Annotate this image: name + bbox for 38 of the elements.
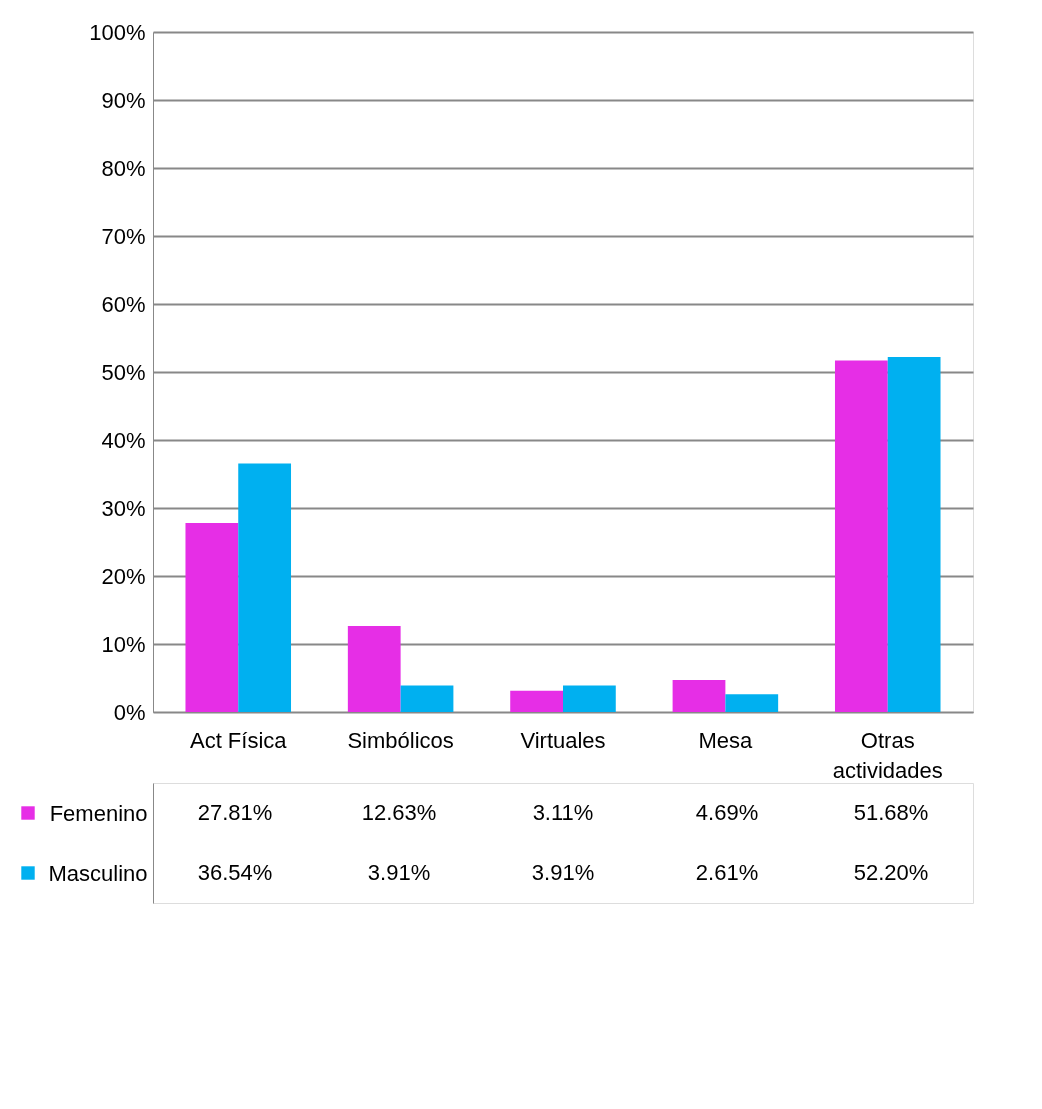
x-tick-label: Virtuales bbox=[520, 727, 606, 753]
data-label: 2.61% bbox=[695, 860, 759, 885]
y-tick-label: 30% bbox=[101, 495, 146, 521]
x-tick-label: Mesa bbox=[698, 727, 754, 753]
bar bbox=[347, 626, 401, 712]
y-tick-label: 60% bbox=[101, 291, 146, 317]
x-tick-label: Simbólicos bbox=[347, 727, 454, 753]
y-tick-label: 0% bbox=[113, 699, 146, 725]
x-tick-label: Act Física bbox=[189, 727, 288, 753]
y-tick-label: 20% bbox=[101, 563, 146, 589]
bar bbox=[834, 360, 888, 712]
y-tick-label: 90% bbox=[101, 87, 146, 113]
y-tick-label: 80% bbox=[101, 155, 146, 181]
data-label: 27.81% bbox=[197, 800, 273, 825]
y-tick-label: 40% bbox=[101, 427, 146, 453]
y-tick-label: 70% bbox=[101, 223, 146, 249]
bar bbox=[672, 680, 726, 712]
bar bbox=[887, 357, 941, 712]
bar bbox=[510, 690, 563, 712]
bar bbox=[400, 685, 454, 712]
legend-label: Femenino bbox=[49, 800, 148, 826]
data-label: 51.68% bbox=[853, 800, 929, 825]
y-tick-label: 50% bbox=[101, 359, 146, 385]
legend-label: Masculino bbox=[48, 860, 148, 886]
data-label: 3.91% bbox=[367, 860, 431, 885]
data-label: 12.63% bbox=[361, 800, 437, 825]
data-label: 36.54% bbox=[197, 860, 273, 885]
bar bbox=[185, 522, 239, 712]
data-label: 4.69% bbox=[695, 800, 759, 825]
y-tick-label: 100% bbox=[89, 19, 146, 45]
data-label: 52.20% bbox=[853, 860, 929, 885]
bar bbox=[238, 463, 292, 712]
bar bbox=[725, 694, 779, 712]
data-label: 3.91% bbox=[531, 860, 595, 885]
y-tick-label: 10% bbox=[101, 631, 146, 657]
bar bbox=[563, 685, 616, 712]
data-label: 3.11% bbox=[532, 800, 594, 825]
x-tick-label: Otras actividades bbox=[832, 727, 943, 783]
